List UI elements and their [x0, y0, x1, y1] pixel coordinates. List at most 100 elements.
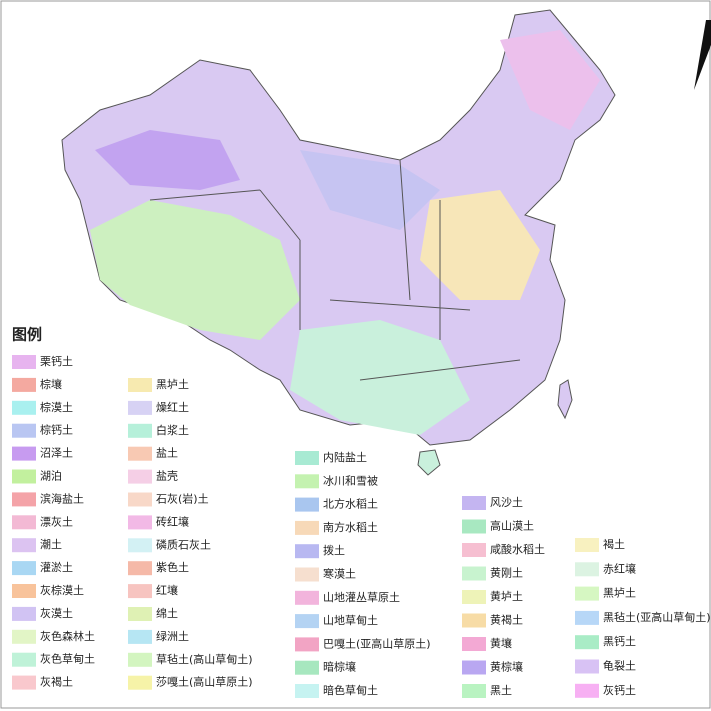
legend-swatch	[128, 538, 152, 553]
legend-swatch	[12, 400, 36, 415]
legend-label: 石灰(岩)土	[156, 492, 209, 506]
legend-label: 灰钙土	[603, 683, 636, 697]
legend-label: 湖泊	[40, 470, 62, 483]
legend-swatch	[12, 629, 36, 644]
legend-swatch	[12, 538, 36, 553]
legend-label: 黄褐土	[490, 613, 523, 627]
legend-swatch	[295, 614, 319, 629]
legend-swatch	[295, 497, 319, 512]
north-arrow	[694, 20, 711, 90]
legend-label: 灰漠土	[40, 606, 73, 620]
legend-label: 盐土	[156, 447, 178, 460]
legend-swatch	[128, 400, 152, 415]
legend-label: 拨土	[323, 543, 345, 557]
legend-swatch	[12, 561, 36, 576]
legend-label: 龟裂土	[603, 660, 636, 673]
legend-label: 黄壤	[490, 636, 512, 650]
legend-label: 巴嘎土(亚高山草原土)	[323, 636, 431, 650]
legend-swatch	[295, 451, 319, 465]
legend-swatch	[462, 613, 486, 628]
legend-label: 黄垆土	[490, 589, 523, 603]
legend-label: 栗钙土	[40, 354, 73, 368]
legend-label: 潮土	[40, 537, 62, 551]
legend-label: 内陆盐土	[323, 450, 367, 464]
legend-swatch	[575, 586, 599, 601]
legend-swatch	[128, 629, 152, 644]
legend-swatch	[128, 423, 152, 438]
legend-swatch	[462, 519, 486, 534]
legend-label: 高山漠土	[490, 519, 534, 533]
legend-swatch	[12, 652, 36, 667]
legend-label: 棕壤	[40, 377, 62, 391]
legend-swatch	[12, 377, 36, 392]
legend-label: 褐土	[603, 537, 625, 551]
china-map	[61, 9, 616, 476]
legend-swatch	[128, 607, 152, 621]
legend-label: 红壤	[156, 583, 178, 597]
legend-swatch	[12, 446, 36, 461]
legend-swatch	[575, 659, 599, 674]
legend-label: 盐壳	[156, 469, 178, 483]
legend-swatch	[295, 660, 319, 675]
legend-label: 山地草甸土	[323, 614, 378, 627]
legend-label: 棕钙土	[40, 423, 73, 437]
legend-label: 南方水稻土	[323, 520, 378, 534]
legend-swatch	[295, 637, 319, 652]
legend-label: 冰川和雪被	[323, 474, 378, 487]
legend-swatch	[575, 683, 599, 698]
legend-swatch	[462, 637, 486, 651]
legend-label: 咸酸水稻土	[490, 542, 545, 556]
legend-label: 灰色森林土	[40, 629, 95, 643]
legend-swatch	[12, 469, 36, 484]
legend-label: 黄刚土	[490, 566, 523, 580]
legend-swatch	[575, 538, 599, 552]
legend-swatch	[12, 355, 36, 369]
legend-swatch	[12, 584, 36, 598]
legend-label: 白浆土	[156, 423, 189, 437]
legend-label: 绿洲土	[156, 629, 189, 643]
legend-swatch	[295, 590, 319, 605]
legend-swatch	[12, 675, 36, 690]
legend-label: 暗色草甸土	[323, 683, 378, 697]
legend-title: 图例	[12, 326, 42, 344]
legend-label: 风沙土	[490, 496, 523, 509]
legend: 栗钙土棕壤棕漠土棕钙土沼泽土湖泊滨海盐土漂灰土潮土灌淤土灰棕漠土灰漠土灰色森林土…	[12, 354, 711, 698]
legend-swatch	[575, 562, 599, 577]
legend-label: 砖红壤	[156, 514, 189, 528]
legend-label: 棕漠土	[40, 400, 73, 414]
legend-label: 磷质石灰土	[156, 537, 211, 551]
legend-swatch	[462, 543, 486, 557]
legend-swatch	[12, 606, 36, 621]
legend-label: 黑毡土(亚高山草甸土)	[603, 610, 711, 624]
legend-swatch	[128, 446, 152, 461]
legend-swatch	[295, 474, 319, 489]
legend-label: 黑垆土	[603, 587, 636, 600]
legend-swatch	[128, 652, 152, 667]
legend-swatch	[575, 635, 599, 650]
legend-swatch	[462, 590, 486, 604]
legend-label: 黑钙土	[603, 634, 636, 648]
legend-label: 沼泽土	[40, 446, 73, 460]
legend-swatch	[575, 610, 599, 625]
legend-swatch	[128, 378, 152, 392]
legend-swatch	[462, 660, 486, 675]
legend-swatch	[295, 567, 319, 582]
legend-label: 暗棕壤	[323, 660, 356, 674]
legend-label: 灰褐土	[40, 675, 73, 689]
legend-swatch	[12, 492, 36, 507]
legend-label: 灌淤土	[40, 561, 73, 574]
legend-swatch	[295, 684, 319, 698]
legend-swatch	[462, 684, 486, 698]
legend-label: 灰棕漠土	[40, 583, 84, 597]
legend-swatch	[295, 520, 319, 535]
legend-label: 灰色草甸土	[40, 652, 95, 666]
legend-label: 莎嘎土(高山草原土)	[156, 675, 253, 689]
legend-label: 黑垆土	[156, 378, 189, 391]
legend-swatch	[128, 561, 152, 576]
legend-label: 绵土	[156, 606, 178, 620]
legend-swatch	[128, 675, 152, 690]
legend-swatch	[128, 584, 152, 599]
